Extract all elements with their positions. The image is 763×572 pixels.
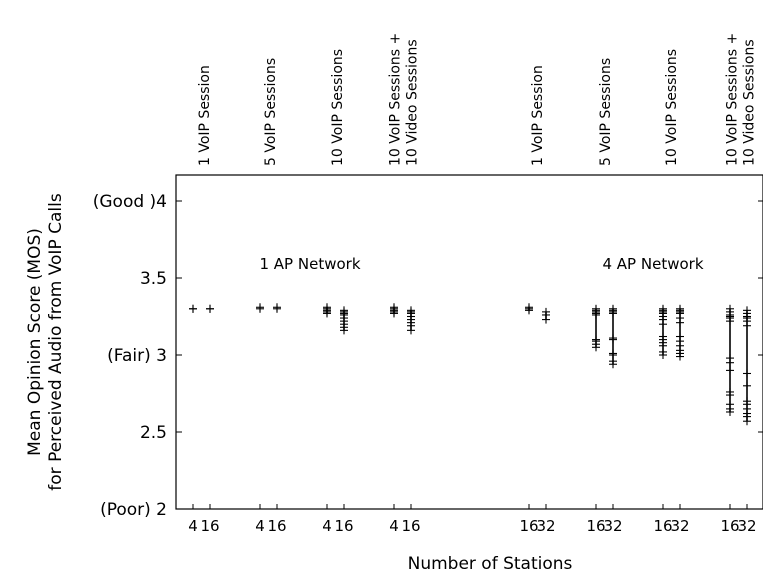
group-label: 10 VoIP Sessions + [388, 33, 404, 166]
x-tick-label: 16 [720, 517, 739, 535]
group-label: 1 VoIP Session [197, 65, 213, 166]
x-tick-label: 4 [389, 517, 399, 535]
x-tick-label: 16 [519, 517, 538, 535]
x-axis-title: Number of Stations [408, 554, 573, 572]
x-tick-label: 32 [737, 517, 756, 535]
group-labels: 1 VoIP Session 5 VoIP Sessions 10 VoIP Ses… [197, 33, 758, 166]
group-label: 10 Video Sessions [742, 39, 758, 166]
group-label: 5 VoIP Sessions [598, 58, 614, 166]
x-tick-label: 16 [200, 517, 219, 535]
x-tick-label: 4 [322, 517, 332, 535]
y-tick-label: 3.5 [140, 269, 167, 289]
group-label: 1 VoIP Session [530, 65, 546, 166]
group-label: 10 VoIP Sessions + [725, 33, 741, 166]
y-tick-label: (Fair) 3 [107, 346, 167, 366]
x-tick-label: 4 [255, 517, 265, 535]
x-tick-label: 16 [586, 517, 605, 535]
y-axis-title-line-2: for Perceived Audio from VoIP Calls [46, 193, 66, 491]
x-tick-label: 16 [267, 517, 286, 535]
y-tick-label: (Good )4 [93, 192, 167, 212]
data-marks [189, 303, 751, 426]
x-tick-label: 16 [334, 517, 353, 535]
network-label: 1 AP Network [259, 255, 360, 273]
y-tick-label: 2.5 [140, 423, 167, 443]
x-tick-label: 32 [536, 517, 555, 535]
network-labels: 1 AP Network 4 AP Network [259, 255, 703, 273]
y-axis-title-line-1: Mean Opinion Score (MOS) [25, 228, 45, 456]
x-tick-label: 32 [603, 517, 622, 535]
plot-frame [175, 174, 763, 510]
y-axis: (Poor) 2 2.5 (Fair) 3 3.5 (Good )4 [93, 192, 763, 520]
x-tick-label: 4 [188, 517, 198, 535]
group-label: 10 VoIP Sessions [330, 49, 346, 166]
network-label: 4 AP Network [602, 255, 703, 273]
y-axis-title: Mean Opinion Score (MOS) for Perceived A… [25, 193, 66, 491]
y-tick-label: (Poor) 2 [100, 500, 167, 520]
x-tick-label: 16 [401, 517, 420, 535]
group-label: 10 Video Sessions [405, 39, 421, 166]
x-tick-label: 32 [670, 517, 689, 535]
x-tick-label: 16 [653, 517, 672, 535]
group-label: 10 VoIP Sessions [664, 49, 680, 166]
group-label: 5 VoIP Sessions [263, 58, 279, 166]
